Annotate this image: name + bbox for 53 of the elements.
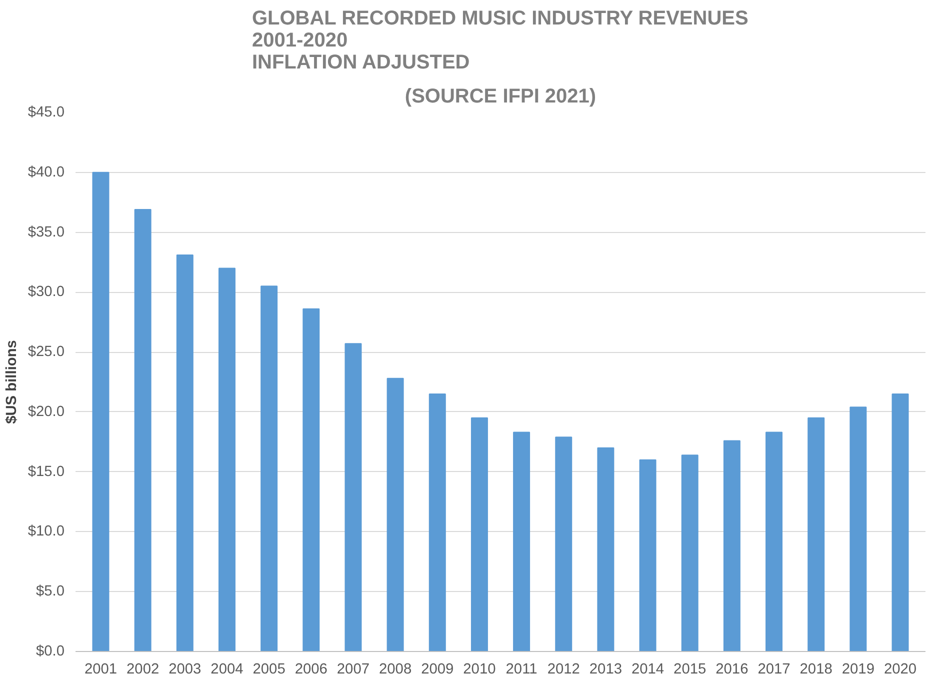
y-tick-label: $10.0	[28, 524, 65, 540]
y-tick-label: $35.0	[28, 224, 65, 240]
y-tick-label: $40.0	[28, 164, 65, 180]
y-tick-label: $15.0	[28, 464, 65, 480]
x-tick-label: 2010	[463, 662, 496, 678]
x-tick-label: 2008	[379, 662, 412, 678]
bar	[892, 393, 909, 652]
bar	[134, 209, 152, 652]
x-tick-label: 2017	[758, 662, 790, 678]
x-tick-label: 2005	[252, 662, 286, 678]
x-tick-label: 2009	[421, 662, 454, 678]
bar	[428, 393, 446, 652]
y-tick-label: $5.0	[36, 584, 65, 600]
bar	[344, 343, 362, 652]
x-tick-label: 2003	[168, 662, 202, 678]
bar	[597, 447, 614, 652]
x-tick-label: 2013	[589, 662, 622, 678]
x-tick-label: 2007	[336, 662, 370, 678]
x-tick-label: 2011	[506, 662, 538, 678]
bar	[850, 406, 867, 652]
x-tick-label: 2002	[126, 662, 160, 678]
bar	[681, 454, 698, 652]
x-tick-label: 2004	[210, 662, 244, 678]
y-tick-label: $25.0	[28, 344, 65, 360]
x-tick-label: 2020	[884, 662, 917, 678]
bar	[555, 436, 572, 652]
x-tick-label: 2015	[674, 662, 706, 678]
text: (SOURCE IFPI 2021)	[404, 86, 596, 108]
bar	[302, 308, 320, 652]
x-tick-label: 2016	[716, 662, 748, 678]
x-tick-label: 2001	[84, 662, 118, 678]
bar	[386, 378, 404, 652]
bar	[808, 417, 825, 652]
x-tick-label: 2006	[294, 662, 328, 678]
bar	[92, 172, 110, 652]
bar	[218, 268, 236, 652]
x-tick-label: 2018	[800, 662, 832, 678]
y-tick-label: $45.0	[28, 104, 65, 120]
bar	[766, 432, 783, 652]
bar	[513, 432, 530, 652]
bar	[470, 417, 488, 652]
bar	[260, 286, 278, 652]
x-tick-label: 2012	[547, 662, 580, 678]
chart-title: GLOBAL RECORDED MUSIC INDUSTRY REVENUES 2001-2020 INFLATION ADJUSTED	[252, 8, 748, 74]
bar	[639, 459, 656, 652]
y-tick-label: $20.0	[28, 404, 65, 420]
x-tick-label: 2019	[842, 662, 874, 678]
y-axis-title: $US billions	[4, 340, 20, 424]
y-tick-label: $0.0	[36, 644, 65, 660]
y-tick-label: $30.0	[28, 284, 65, 300]
x-tick-label: 2014	[631, 662, 664, 678]
bar	[723, 440, 740, 652]
bar	[176, 254, 194, 652]
